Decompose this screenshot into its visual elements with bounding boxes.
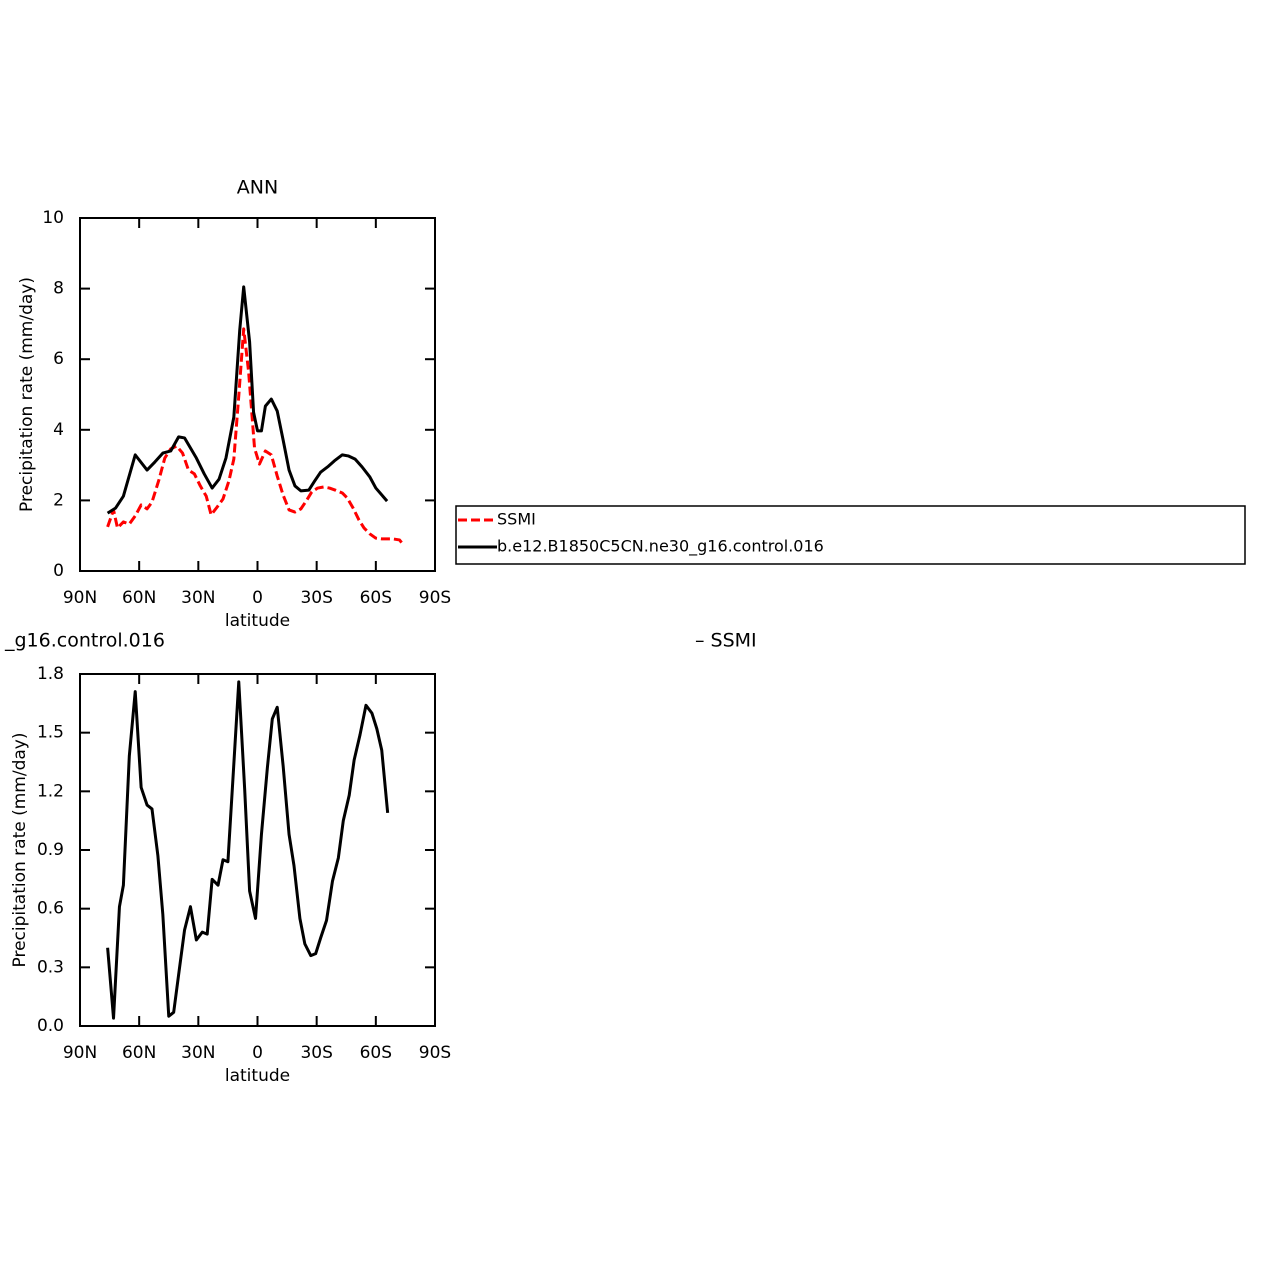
y-tick-label: 6 [53,349,64,369]
data-line [106,285,389,515]
x-tick-label: 30N [181,588,215,608]
y-tick-label: 1.2 [37,781,64,801]
x-tick-label: 60N [122,588,156,608]
x-tick-label: 30S [300,1043,332,1063]
y-tick-label: 8 [53,279,64,299]
x-axis-label: latitude [225,611,290,631]
y-tick-label: 0.0 [37,1016,64,1036]
x-tick-label: 30N [181,1043,215,1063]
x-tick-label: 60S [360,1043,392,1063]
y-axis-label: Precipitation rate (mm/day) [10,733,30,968]
x-tick-label: 0 [252,1043,263,1063]
x-tick-label: 90S [419,588,451,608]
x-tick-label: 90S [419,1043,451,1063]
data-line [106,680,390,1020]
y-axis-label: Precipitation rate (mm/day) [17,277,37,512]
left-title: _g16.control.016 [4,630,165,652]
legend-label: SSMI [497,510,536,529]
data-line [106,327,405,546]
x-tick-label: 30S [300,588,332,608]
x-tick-label: 60N [122,1043,156,1063]
y-tick-label: 10 [42,208,64,228]
y-tick-label: 0.9 [37,840,64,860]
legend-label: b.e12.B1850C5CN.ne30_g16.control.016 [497,537,824,557]
y-tick-label: 0 [53,561,64,581]
y-tick-label: 1.5 [37,723,64,743]
y-tick-label: 4 [53,420,64,440]
y-tick-label: 0.3 [37,957,64,977]
y-tick-label: 2 [53,490,64,510]
right-title: – SSMI [695,630,757,652]
chart-title: ANN [237,177,278,199]
x-axis-label: latitude [225,1066,290,1086]
y-tick-label: 0.6 [37,899,64,919]
x-tick-label: 90N [63,1043,97,1063]
x-tick-label: 60S [360,588,392,608]
y-tick-label: 1.8 [37,664,64,684]
x-tick-label: 0 [252,588,263,608]
x-tick-label: 90N [63,588,97,608]
legend-box [455,505,1246,565]
